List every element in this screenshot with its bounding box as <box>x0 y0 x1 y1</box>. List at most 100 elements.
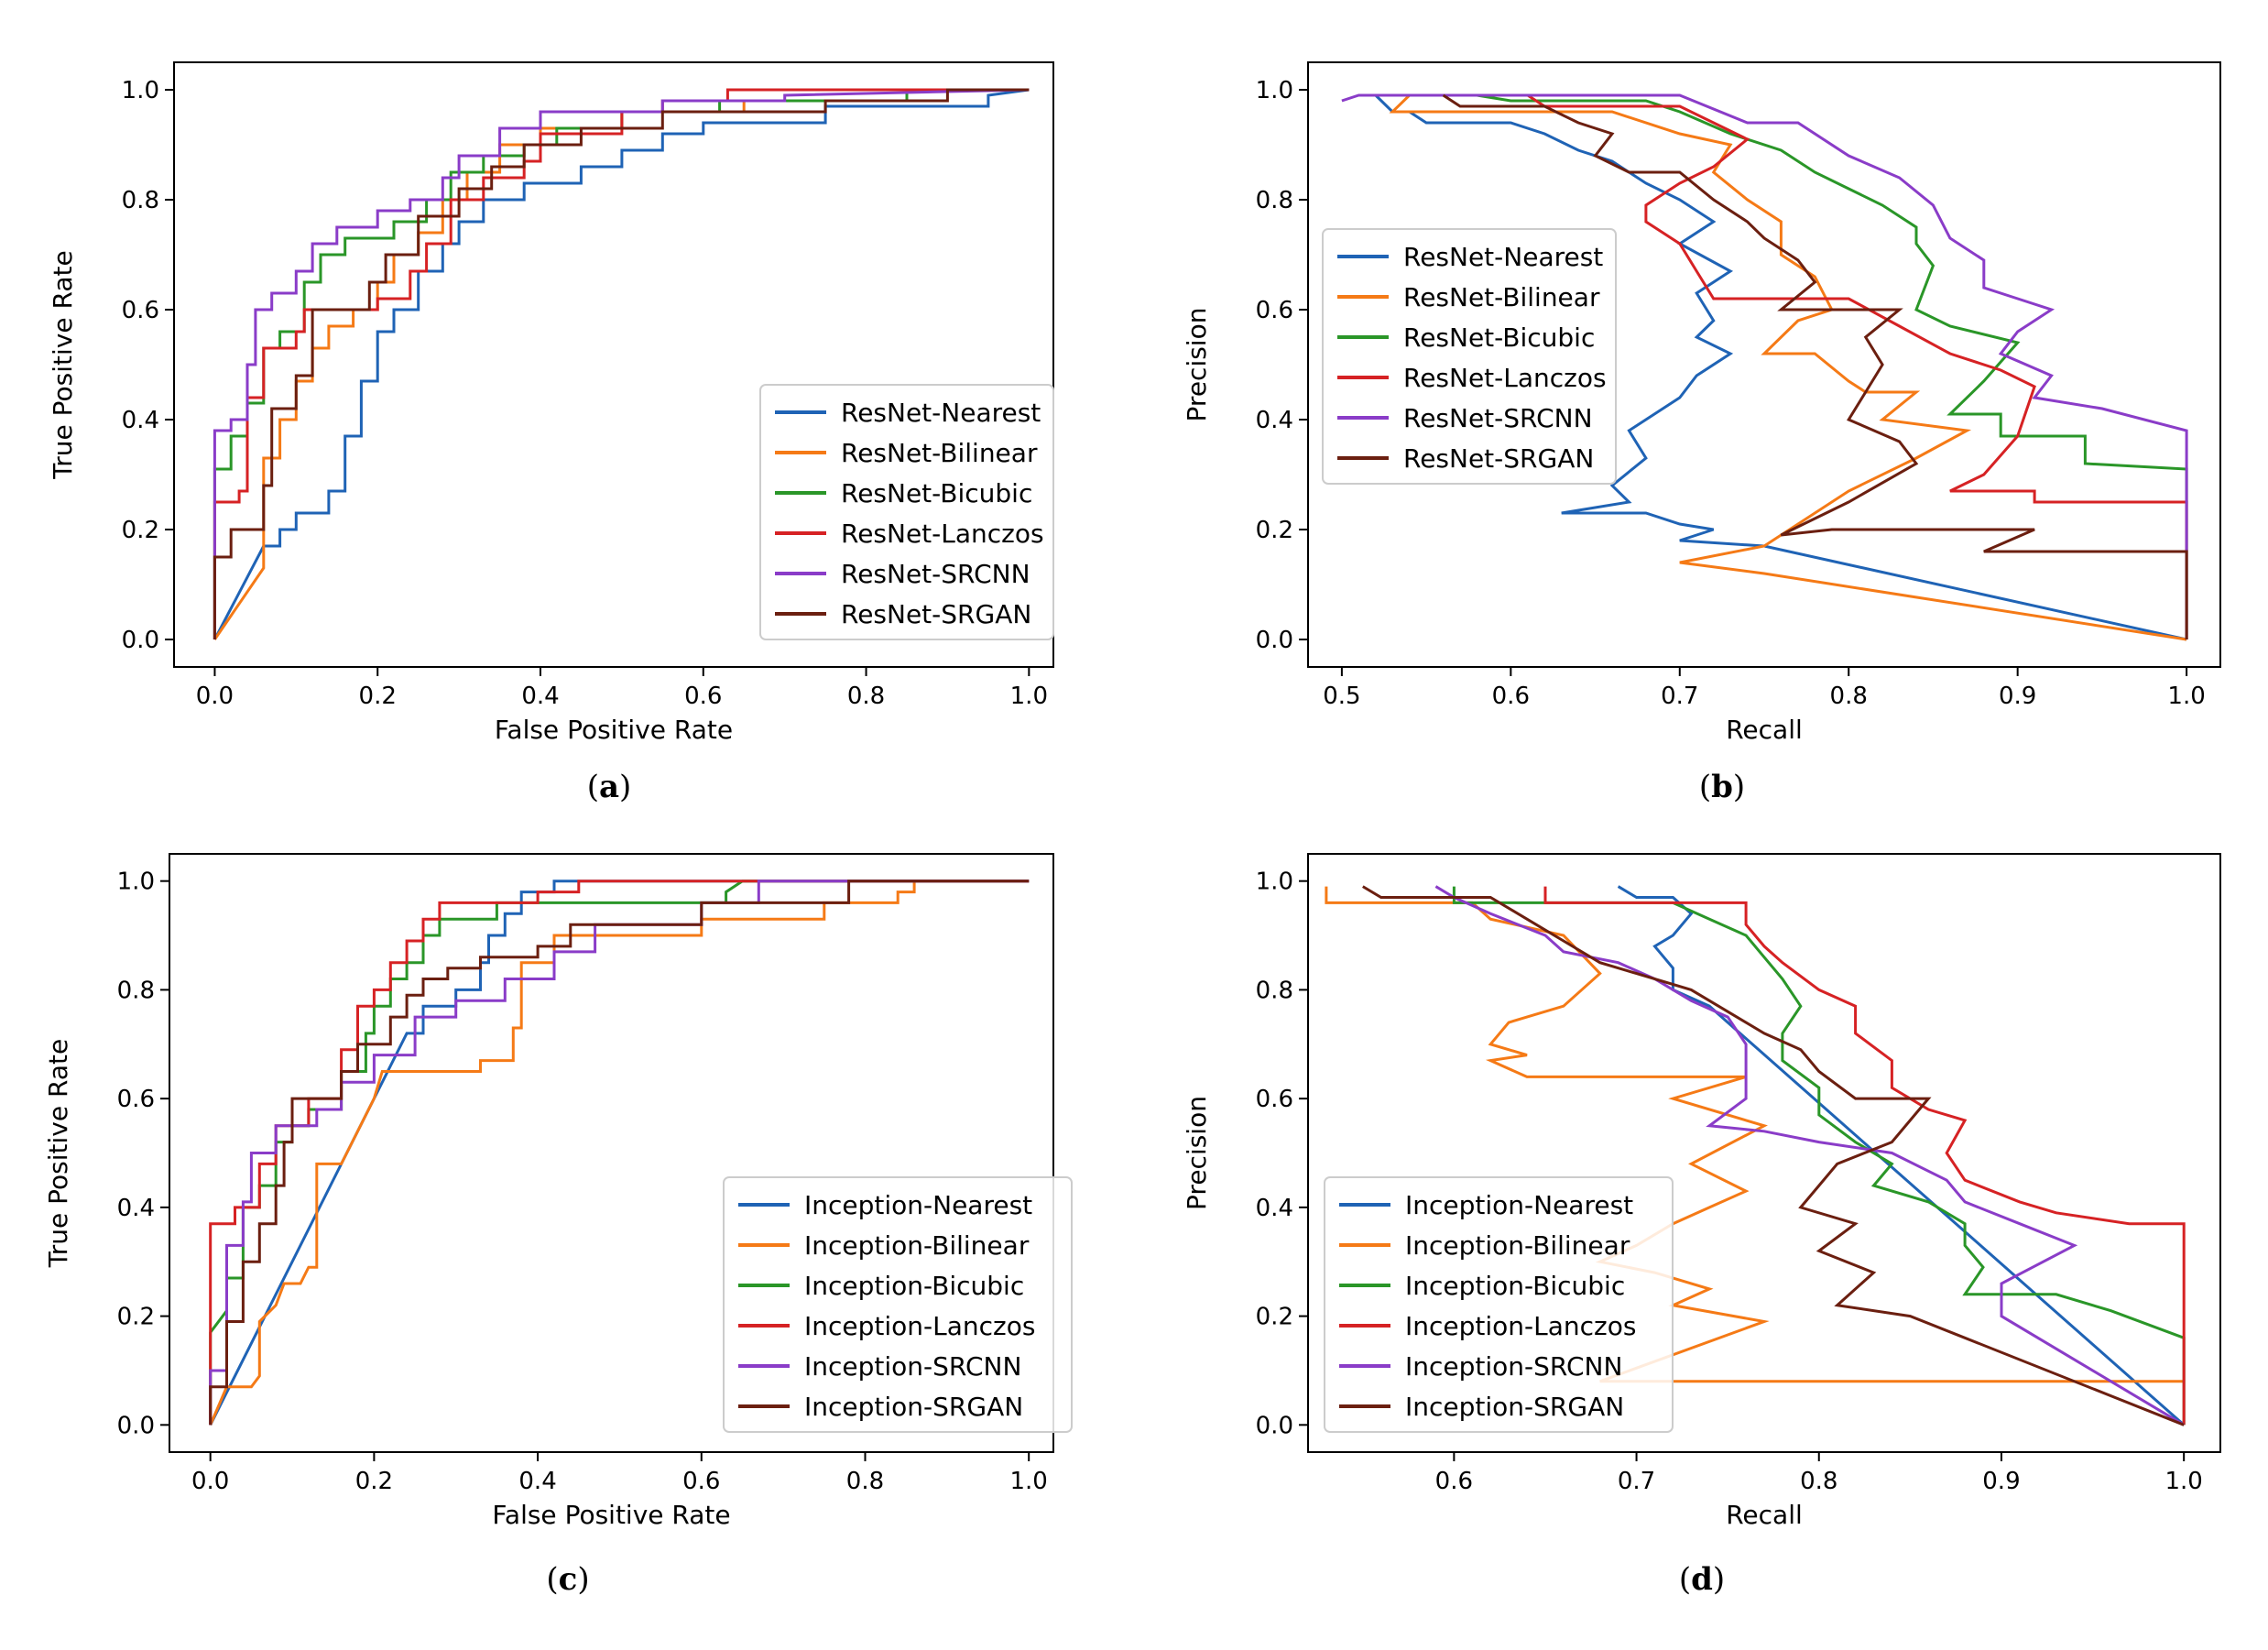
x-axis-label: False Positive Rate <box>492 1500 730 1530</box>
legend: Inception-Nearest Inception-Bilinear Incep… <box>723 1176 1073 1433</box>
legend-entry: ResNet-Nearest <box>1403 242 1603 272</box>
panel-c: 0.0 0.2 0.4 0.6 0.8 1.0 0.0 0.2 0.4 0.6 0.8 1.0 Fals… <box>43 853 1073 1598</box>
x-tick-label: 1.0 <box>1010 1468 1048 1495</box>
legend-entry: Inception-SRCNN <box>1405 1351 1622 1382</box>
y-tick-label: 0.6 <box>1256 297 1293 324</box>
panel-caption-letter: a <box>599 769 619 805</box>
legend: ResNet-Nearest ResNet-Bilinear ResNet-Bicu… <box>1322 228 1617 485</box>
x-tick-label: 0.4 <box>521 683 559 710</box>
y-tick-label: 0.0 <box>117 1412 155 1439</box>
x-tick-label: 0.5 <box>1323 683 1360 710</box>
x-axis-label: False Positive Rate <box>495 715 733 745</box>
y-tick-label: 0.0 <box>1256 1412 1293 1439</box>
y-tick-label: 0.2 <box>1256 1304 1293 1331</box>
x-tick-label: 0.6 <box>1492 683 1530 710</box>
y-tick-label: 1.0 <box>1256 77 1293 104</box>
series-line-inception-bicubic <box>1452 886 2186 1426</box>
x-tick-label: 0.8 <box>1830 683 1868 710</box>
panel-caption-letter: b <box>1711 769 1733 805</box>
x-axis-label: Recall <box>1726 1500 1803 1530</box>
y-tick-label: 0.8 <box>1256 977 1293 1004</box>
legend-entry: Inception-Bilinear <box>804 1230 1030 1261</box>
series-line-inception-lanczos <box>209 880 1030 1426</box>
legend-entry: ResNet-SRGAN <box>841 599 1031 629</box>
series-line-resnet-srgan <box>213 88 1030 639</box>
plot-frame <box>1307 853 2221 1453</box>
x-tick-label: 0.0 <box>191 1468 229 1495</box>
series-line-inception-srgan <box>1362 885 2185 1426</box>
legend-entry: Inception-Lanczos <box>1405 1311 1636 1341</box>
panel-b: 0.5 0.6 0.7 0.8 0.9 1.0 0.0 0.2 0.4 0.6 0.8 1.0 Reca… <box>1182 61 2221 805</box>
y-tick-label: 1.0 <box>1256 869 1293 896</box>
legend-entry: Inception-SRGAN <box>1405 1392 1624 1422</box>
legend-entry: Inception-Bicubic <box>1405 1271 1625 1301</box>
plot-frame <box>173 61 1054 668</box>
y-axis-label: Precision <box>1182 308 1212 422</box>
y-tick-label: 0.2 <box>122 517 159 544</box>
x-tick-label: 0.9 <box>1982 1468 2020 1495</box>
x-tick-label: 0.2 <box>355 1468 393 1495</box>
y-tick-label: 0.6 <box>122 297 159 324</box>
legend-box <box>723 1176 1073 1433</box>
legend-entry: ResNet-SRGAN <box>1403 443 1594 474</box>
y-tick-label: 1.0 <box>122 77 159 104</box>
panel-caption: (c) <box>546 1561 589 1598</box>
series-line-resnet-lanczos <box>213 88 1030 639</box>
series-line-inception-lanczos <box>1543 886 2186 1426</box>
series-line-inception-srcnn <box>1434 885 2185 1426</box>
legend: Inception-Nearest Inception-Bilinear Incep… <box>1324 1176 1674 1433</box>
plot-frame <box>1307 61 2221 668</box>
x-tick-label: 0.8 <box>1800 1468 1837 1495</box>
series-line-resnet-lanczos <box>1526 93 2188 639</box>
legend-entry: ResNet-Lanczos <box>841 519 1044 549</box>
plot-frame <box>169 853 1054 1453</box>
y-tick-label: 1.0 <box>117 869 155 896</box>
legend-entry: Inception-Bilinear <box>1405 1230 1630 1261</box>
legend-box <box>1322 228 1617 485</box>
legend-entry: Inception-SRGAN <box>804 1392 1023 1422</box>
panel-caption: (d) <box>1679 1561 1725 1598</box>
legend-entry: Inception-Lanczos <box>804 1311 1035 1341</box>
x-axis-label: Recall <box>1726 715 1803 745</box>
series-group <box>1341 93 2188 641</box>
legend-entry: ResNet-SRCNN <box>841 559 1030 589</box>
y-tick-label: 0.2 <box>1256 517 1293 544</box>
y-axis-label: Precision <box>1182 1096 1212 1210</box>
legend-entry: ResNet-Bilinear <box>1403 282 1600 312</box>
x-tick-label: 0.4 <box>518 1468 556 1495</box>
x-tick-label: 1.0 <box>2167 683 2205 710</box>
y-tick-label: 0.2 <box>117 1304 155 1331</box>
y-axis-label: True Positive Rate <box>43 1039 73 1268</box>
y-tick-label: 0.4 <box>122 407 159 434</box>
y-tick-label: 0.4 <box>117 1195 155 1222</box>
panel-caption-letter: d <box>1691 1561 1713 1598</box>
x-tick-label: 0.7 <box>1661 683 1698 710</box>
legend: ResNet-Nearest ResNet-Bilinear ResNet-Bicu… <box>759 384 1054 640</box>
series-line-resnet-srgan <box>1442 93 2188 639</box>
y-axis-label: True Positive Rate <box>48 250 78 479</box>
y-tick-label: 0.0 <box>122 627 159 654</box>
series-line-inception-srgan <box>209 880 1030 1426</box>
legend-entry: ResNet-Bicubic <box>1403 322 1595 353</box>
x-tick-label: 0.6 <box>1435 1468 1473 1495</box>
x-tick-label: 0.6 <box>682 1468 720 1495</box>
x-tick-label: 0.2 <box>359 683 397 710</box>
y-tick-label: 0.6 <box>117 1086 155 1113</box>
y-tick-label: 0.8 <box>1256 187 1293 214</box>
x-tick-label: 1.0 <box>2164 1468 2202 1495</box>
y-tick-label: 0.8 <box>117 977 155 1004</box>
series-group <box>1325 885 2186 1426</box>
series-line-resnet-srcnn <box>213 88 1030 639</box>
legend-entry: ResNet-Bilinear <box>841 438 1038 468</box>
y-tick-label: 0.4 <box>1256 407 1293 434</box>
series-group <box>209 880 1030 1426</box>
x-tick-label: 0.6 <box>684 683 722 710</box>
legend-entry: ResNet-Nearest <box>841 398 1041 428</box>
legend-entry: ResNet-Bicubic <box>841 478 1032 508</box>
legend-entry: Inception-Bicubic <box>804 1271 1024 1301</box>
panel-caption-letter: c <box>559 1561 578 1598</box>
x-tick-label: 0.8 <box>847 683 885 710</box>
y-tick-label: 0.8 <box>122 187 159 214</box>
panel-d: 0.6 0.7 0.8 0.9 1.0 0.0 0.2 0.4 0.6 0.8 1.0 Recall P… <box>1182 853 2221 1598</box>
